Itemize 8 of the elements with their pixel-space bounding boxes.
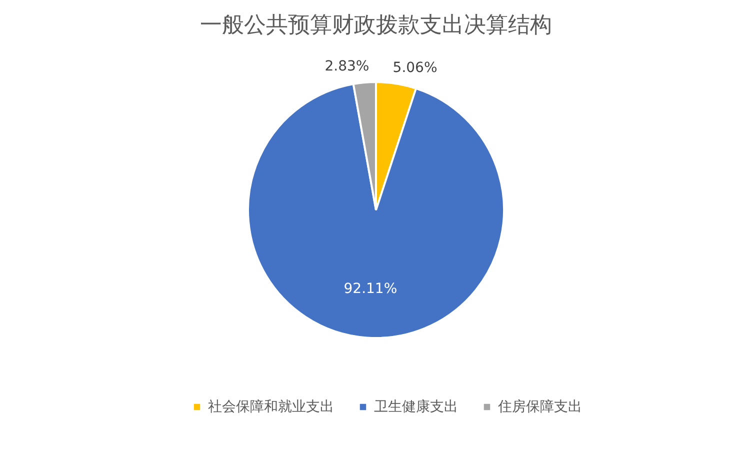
pie-slice xyxy=(247,83,505,339)
legend-label: 住房保障支出 xyxy=(497,399,582,415)
chart-title: 一般公共预算财政拨款支出决算结构 xyxy=(200,13,552,38)
data-label: 5.06% xyxy=(392,60,438,76)
legend-label: 社会保障和就业支出 xyxy=(208,399,334,415)
data-label: 92.11% xyxy=(344,281,398,298)
data-label: 2.83% xyxy=(324,58,370,75)
legend-label: 卫生健康支出 xyxy=(374,399,458,415)
